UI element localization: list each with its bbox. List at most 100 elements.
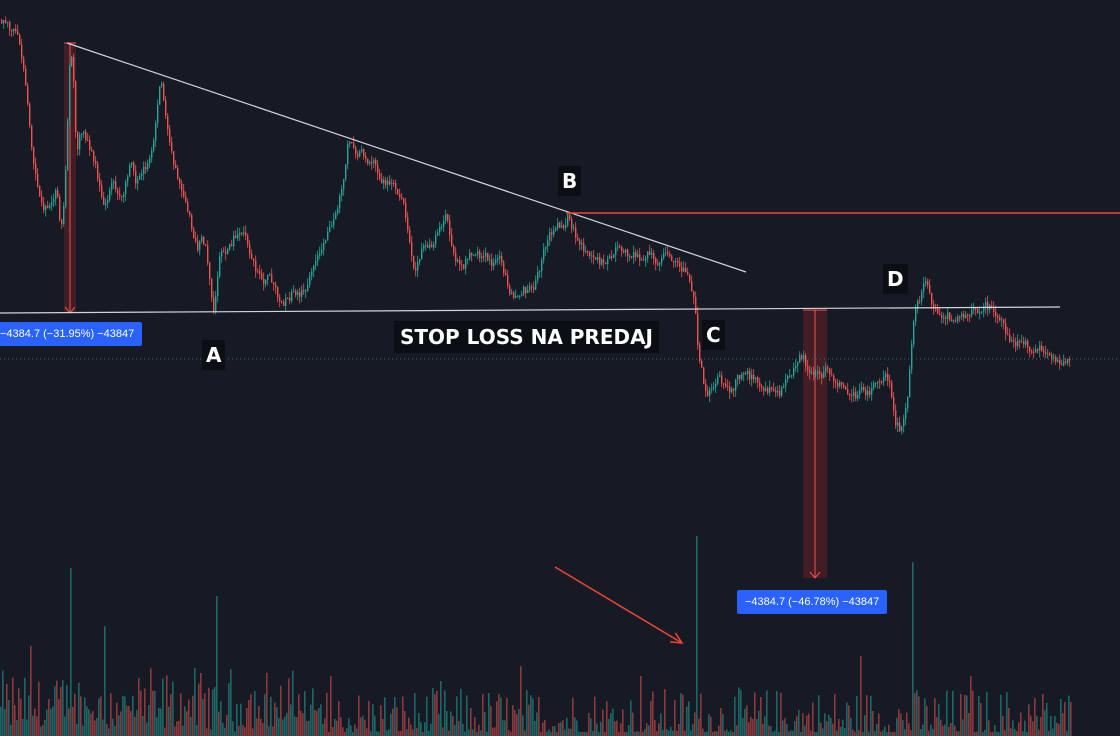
candle-body (933, 304, 935, 309)
candle-body (675, 261, 677, 263)
volume-bar (222, 722, 224, 736)
candle-body (883, 377, 885, 383)
volume-bar (626, 731, 628, 736)
candle-body (607, 258, 609, 264)
candle-body (1023, 341, 1025, 345)
candle-body (371, 162, 373, 164)
volume-bar (636, 731, 638, 736)
candle-body (173, 151, 175, 165)
volume-bar (894, 731, 896, 736)
volume-bar (182, 725, 184, 736)
volume-bar (214, 686, 216, 736)
candle-body (925, 281, 927, 284)
volume-bar (684, 730, 686, 736)
candle-body (527, 289, 529, 293)
candle-body (849, 393, 851, 396)
volume-bar (562, 720, 564, 736)
candle-body (719, 375, 721, 377)
candle-body (807, 366, 809, 371)
candle-body (269, 274, 271, 276)
candle-body (707, 390, 709, 396)
volume-bar (744, 708, 746, 736)
candle-body (951, 319, 953, 322)
candle-body (391, 183, 393, 185)
candle-body (323, 242, 325, 250)
candle-body (441, 226, 443, 228)
candle-body (1039, 345, 1041, 351)
candle-body (377, 165, 379, 174)
candle-body (357, 153, 359, 157)
measurement-tools (64, 42, 827, 579)
candle-body (347, 143, 349, 165)
volume-bar (786, 723, 788, 736)
candle-body (881, 382, 883, 384)
volume-bar (1066, 730, 1068, 736)
volume-bar (272, 726, 274, 736)
candle-body (437, 232, 439, 236)
candle-body (601, 259, 603, 265)
candle-body (389, 180, 391, 185)
candle-body (231, 244, 233, 247)
volume-bar (148, 705, 150, 736)
candle-body (475, 254, 477, 256)
volume-bar (852, 729, 854, 736)
volume-bar (160, 708, 162, 736)
volume-bar (208, 687, 210, 736)
candle-body (9, 21, 11, 30)
candle-body (491, 259, 493, 267)
volume-bar (976, 731, 978, 736)
volume-bar (142, 715, 144, 736)
candle-body (833, 375, 835, 382)
volume-bar (436, 690, 438, 736)
candle-body (261, 273, 263, 280)
candle-body (639, 254, 641, 261)
volume-bar (86, 706, 88, 736)
volume-bar (452, 715, 454, 736)
candle-body (405, 202, 407, 218)
candle-body (473, 254, 475, 256)
volume-bar (838, 718, 840, 736)
candle-body (35, 163, 37, 174)
volume-bar (572, 697, 574, 736)
candle-body (429, 244, 431, 248)
volume-bar (174, 726, 176, 736)
candle-body (995, 311, 997, 317)
candle-body (659, 262, 661, 265)
measure-badge-1[interactable]: −4384.7 (−31.95%) −43847 (0, 322, 143, 346)
candle-body (267, 274, 269, 280)
candle-body (373, 160, 375, 164)
candle-body (385, 180, 387, 185)
volume-bar (186, 711, 188, 736)
candle-body (481, 256, 483, 258)
candle-body (501, 256, 503, 263)
candle-body (529, 286, 531, 290)
volume-bar (756, 719, 758, 736)
volume-bar (206, 728, 208, 736)
candle-body (487, 252, 489, 261)
volume-bar (346, 728, 348, 736)
volume-bar (706, 731, 708, 736)
measure-badge-2[interactable]: −4384.7 (−46.78%) −43847 (737, 590, 888, 614)
candle-body (779, 390, 781, 396)
candle-body (39, 186, 41, 197)
volume-bar (184, 706, 186, 736)
candle-body (419, 259, 421, 262)
candle-body (61, 219, 63, 224)
candle-body (781, 387, 783, 396)
volume-bar (678, 723, 680, 736)
volume-bar (376, 731, 378, 736)
volume-bar (730, 730, 732, 736)
volume-bar (152, 691, 154, 736)
volume-bar (964, 694, 966, 736)
candle-body (1049, 353, 1051, 356)
volume-bar (554, 726, 556, 736)
candle-body (545, 246, 547, 250)
candle-body (91, 149, 93, 152)
volume-bar (358, 695, 360, 736)
volume-bar (876, 724, 878, 736)
volume-bar (854, 731, 856, 736)
volume-bar (368, 700, 370, 736)
candle-body (919, 300, 921, 302)
